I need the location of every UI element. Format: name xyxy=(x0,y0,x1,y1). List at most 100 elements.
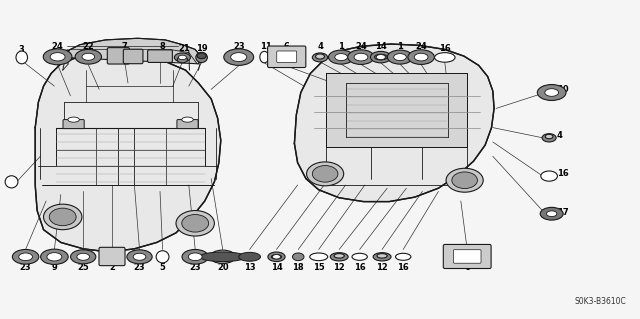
Ellipse shape xyxy=(224,49,253,65)
Text: 6: 6 xyxy=(284,42,290,51)
Ellipse shape xyxy=(541,171,557,181)
Ellipse shape xyxy=(271,255,282,259)
Ellipse shape xyxy=(50,53,65,61)
Ellipse shape xyxy=(260,51,269,63)
Ellipse shape xyxy=(334,254,344,258)
Text: 14: 14 xyxy=(271,263,282,272)
Polygon shape xyxy=(326,73,467,147)
Ellipse shape xyxy=(239,252,260,261)
Polygon shape xyxy=(35,54,221,252)
Ellipse shape xyxy=(292,253,304,261)
Ellipse shape xyxy=(435,53,455,62)
Text: 20: 20 xyxy=(217,263,228,272)
Ellipse shape xyxy=(446,168,483,192)
Ellipse shape xyxy=(387,50,413,64)
Ellipse shape xyxy=(12,249,39,264)
Ellipse shape xyxy=(174,53,191,62)
Ellipse shape xyxy=(5,176,18,188)
FancyBboxPatch shape xyxy=(177,120,198,129)
FancyBboxPatch shape xyxy=(444,244,491,269)
Ellipse shape xyxy=(179,55,186,60)
Ellipse shape xyxy=(545,89,559,96)
Text: 23: 23 xyxy=(20,263,31,272)
Ellipse shape xyxy=(49,208,76,226)
Ellipse shape xyxy=(273,255,280,259)
Ellipse shape xyxy=(312,53,328,62)
Text: 2: 2 xyxy=(109,263,115,272)
Ellipse shape xyxy=(127,250,152,264)
Text: 14: 14 xyxy=(375,42,387,51)
Text: 23: 23 xyxy=(189,263,201,272)
Ellipse shape xyxy=(44,204,82,230)
Ellipse shape xyxy=(348,50,374,64)
Ellipse shape xyxy=(182,117,193,122)
Text: 4: 4 xyxy=(557,131,563,140)
Ellipse shape xyxy=(16,51,28,64)
Ellipse shape xyxy=(335,54,348,61)
Text: 13: 13 xyxy=(244,263,255,272)
Text: 11: 11 xyxy=(260,42,271,51)
Ellipse shape xyxy=(354,53,368,61)
Ellipse shape xyxy=(77,253,90,260)
Ellipse shape xyxy=(538,85,566,100)
Text: 1: 1 xyxy=(397,42,403,51)
Text: 15: 15 xyxy=(313,263,324,272)
Text: 1: 1 xyxy=(338,42,344,51)
Text: 24: 24 xyxy=(355,42,367,51)
Ellipse shape xyxy=(396,253,411,260)
Text: 17: 17 xyxy=(557,208,568,217)
Text: 12: 12 xyxy=(376,263,388,272)
Ellipse shape xyxy=(75,49,102,64)
FancyBboxPatch shape xyxy=(108,48,129,64)
Text: 23: 23 xyxy=(233,42,244,51)
Ellipse shape xyxy=(352,253,367,260)
Ellipse shape xyxy=(328,50,354,64)
FancyBboxPatch shape xyxy=(148,50,172,63)
FancyBboxPatch shape xyxy=(99,247,125,266)
Ellipse shape xyxy=(316,54,324,59)
Ellipse shape xyxy=(268,252,285,262)
Ellipse shape xyxy=(310,253,328,261)
Ellipse shape xyxy=(47,253,62,261)
Ellipse shape xyxy=(188,253,202,261)
Ellipse shape xyxy=(197,53,206,59)
Ellipse shape xyxy=(312,166,338,182)
Text: 6: 6 xyxy=(464,263,470,272)
Text: 5: 5 xyxy=(159,263,166,272)
Text: 18: 18 xyxy=(292,263,304,272)
Ellipse shape xyxy=(307,162,344,186)
FancyBboxPatch shape xyxy=(124,49,143,64)
Ellipse shape xyxy=(230,53,247,62)
Ellipse shape xyxy=(176,211,214,236)
Text: 16: 16 xyxy=(6,177,17,186)
Ellipse shape xyxy=(376,55,385,60)
Polygon shape xyxy=(64,38,202,64)
Ellipse shape xyxy=(182,215,209,232)
Ellipse shape xyxy=(19,253,33,261)
Ellipse shape xyxy=(200,252,246,262)
Ellipse shape xyxy=(44,49,72,65)
Polygon shape xyxy=(294,44,494,202)
Text: 3: 3 xyxy=(19,45,24,54)
Ellipse shape xyxy=(547,211,557,217)
Ellipse shape xyxy=(196,52,207,63)
Ellipse shape xyxy=(82,53,95,60)
Text: 24: 24 xyxy=(415,42,427,51)
Ellipse shape xyxy=(182,249,209,264)
Text: 10: 10 xyxy=(557,85,568,94)
Text: 16: 16 xyxy=(439,44,451,53)
Text: 4: 4 xyxy=(317,42,323,51)
Text: 24: 24 xyxy=(52,42,63,51)
Ellipse shape xyxy=(210,250,236,263)
Ellipse shape xyxy=(374,54,387,60)
Ellipse shape xyxy=(133,253,146,260)
Text: 16: 16 xyxy=(557,169,568,178)
Text: 8: 8 xyxy=(159,42,164,51)
Ellipse shape xyxy=(545,134,553,139)
Text: 21: 21 xyxy=(179,44,190,53)
Ellipse shape xyxy=(330,253,348,261)
FancyBboxPatch shape xyxy=(268,46,306,68)
Text: 22: 22 xyxy=(83,42,94,51)
Ellipse shape xyxy=(540,207,563,220)
Ellipse shape xyxy=(40,249,68,264)
